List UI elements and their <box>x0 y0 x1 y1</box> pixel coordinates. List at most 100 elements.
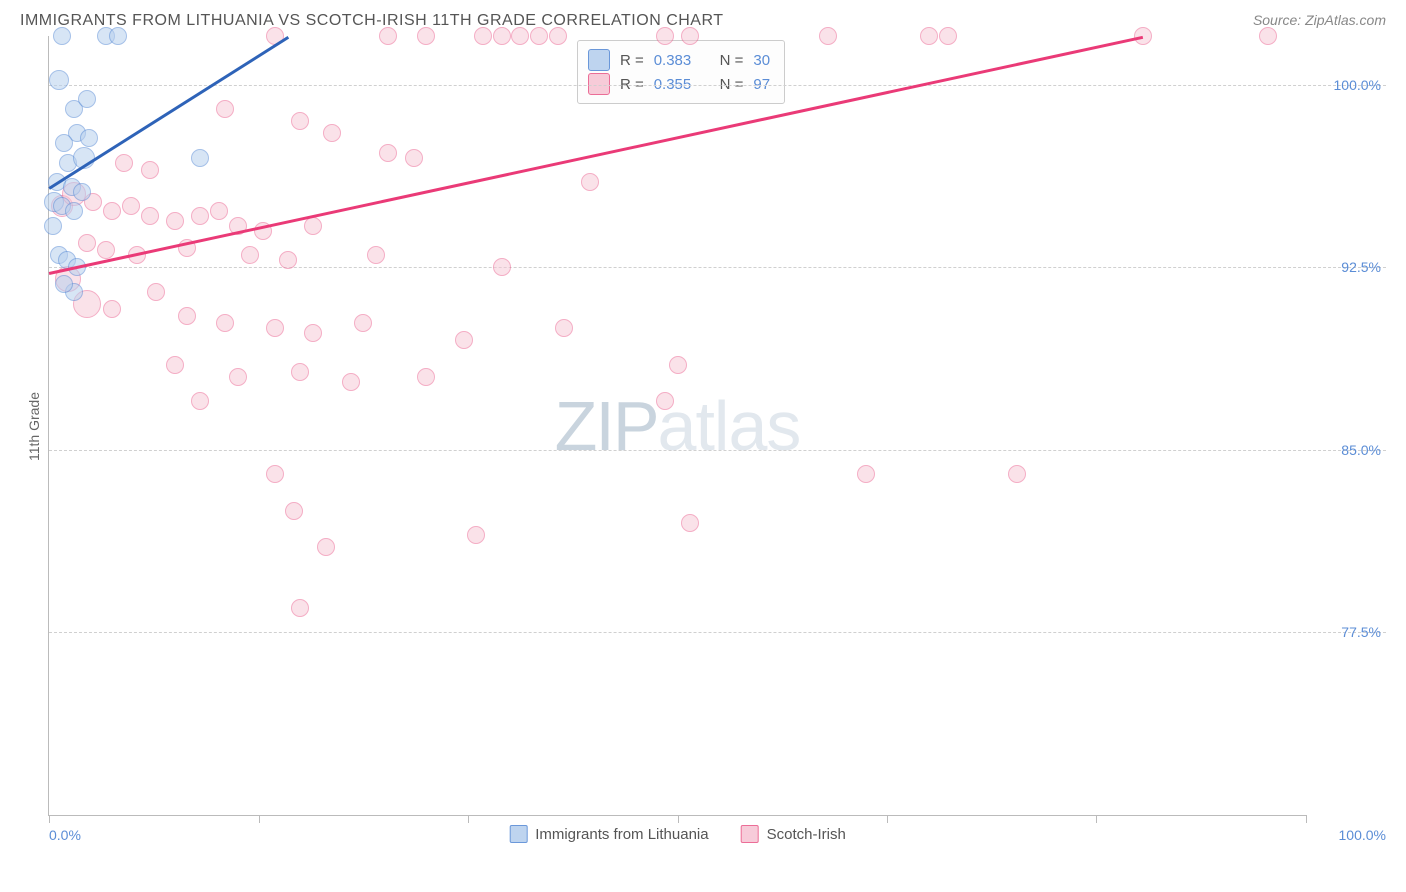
data-point-b <box>493 258 511 276</box>
data-point-b <box>291 363 309 381</box>
data-point-b <box>379 144 397 162</box>
data-point-a <box>191 149 209 167</box>
data-point-b <box>97 241 115 259</box>
data-point-b <box>191 392 209 410</box>
gridline <box>49 85 1386 86</box>
data-point-b <box>317 538 335 556</box>
gridline <box>49 632 1386 633</box>
data-point-a <box>49 70 69 90</box>
data-point-b <box>166 356 184 374</box>
y-axis-label: 11th Grade <box>20 56 48 796</box>
data-point-b <box>191 207 209 225</box>
data-point-b <box>141 161 159 179</box>
data-point-b <box>530 27 548 45</box>
data-point-b <box>122 197 140 215</box>
data-point-b <box>216 314 234 332</box>
data-point-b <box>474 27 492 45</box>
legend-item-b: Scotch-Irish <box>741 825 846 843</box>
x-tick <box>1306 815 1307 823</box>
data-point-b <box>417 27 435 45</box>
data-point-b <box>323 124 341 142</box>
data-point-b <box>417 368 435 386</box>
chart-title: IMMIGRANTS FROM LITHUANIA VS SCOTCH-IRIS… <box>20 12 724 30</box>
data-point-b <box>405 149 423 167</box>
data-point-b <box>266 465 284 483</box>
legend-swatch-a <box>588 49 610 71</box>
data-point-b <box>455 331 473 349</box>
data-point-b <box>681 514 699 532</box>
data-point-b <box>493 27 511 45</box>
legend-label-a: Immigrants from Lithuania <box>535 826 708 843</box>
data-point-b <box>304 324 322 342</box>
gridline <box>49 267 1386 268</box>
x-min-label: 0.0% <box>49 827 81 843</box>
data-point-b <box>857 465 875 483</box>
r-label: R = <box>620 52 644 69</box>
data-point-b <box>555 319 573 337</box>
data-point-b <box>920 27 938 45</box>
data-point-b <box>681 27 699 45</box>
data-point-b <box>656 27 674 45</box>
data-point-b <box>210 202 228 220</box>
y-tick-label: 100.0% <box>1334 77 1381 93</box>
data-point-b <box>379 27 397 45</box>
data-point-b <box>78 234 96 252</box>
data-point-b <box>266 319 284 337</box>
watermark-part2: atlas <box>658 387 801 465</box>
data-point-b <box>354 314 372 332</box>
data-point-a <box>55 275 73 293</box>
data-point-b <box>279 251 297 269</box>
watermark: ZIPatlas <box>555 386 801 466</box>
data-point-b <box>511 27 529 45</box>
source-label: Source: ZipAtlas.com <box>1253 12 1386 28</box>
data-point-a <box>65 202 83 220</box>
data-point-a <box>109 27 127 45</box>
y-tick-label: 92.5% <box>1341 259 1381 275</box>
plot-area: ZIPatlas R = 0.383 N = 30 R = 0.355 N = … <box>48 36 1306 816</box>
legend-swatch-icon <box>741 825 759 843</box>
data-point-b <box>216 100 234 118</box>
data-point-b <box>367 246 385 264</box>
data-point-b <box>939 27 957 45</box>
data-point-b <box>285 502 303 520</box>
r-value-a: 0.383 <box>654 52 692 69</box>
data-point-b <box>291 112 309 130</box>
data-point-a <box>53 27 71 45</box>
gridline <box>49 450 1386 451</box>
legend-swatch-icon <box>509 825 527 843</box>
data-point-b <box>819 27 837 45</box>
data-point-b <box>229 368 247 386</box>
y-tick-label: 77.5% <box>1341 624 1381 640</box>
n-value-a: 30 <box>753 52 770 69</box>
x-tick <box>259 815 260 823</box>
legend-item-a: Immigrants from Lithuania <box>509 825 708 843</box>
data-point-b <box>1259 27 1277 45</box>
x-tick <box>49 815 50 823</box>
data-point-b <box>103 202 121 220</box>
data-point-b <box>141 207 159 225</box>
correlation-legend: R = 0.383 N = 30 R = 0.355 N = 97 <box>577 40 785 104</box>
data-point-b <box>178 307 196 325</box>
data-point-a <box>78 90 96 108</box>
x-tick <box>1096 815 1097 823</box>
data-point-a <box>80 129 98 147</box>
data-point-b <box>241 246 259 264</box>
data-point-b <box>549 27 567 45</box>
data-point-b <box>147 283 165 301</box>
data-point-b <box>467 526 485 544</box>
x-max-label: 100.0% <box>1339 827 1386 843</box>
n-label: N = <box>720 52 744 69</box>
data-point-a <box>55 134 73 152</box>
x-tick <box>887 815 888 823</box>
data-point-a <box>73 183 91 201</box>
series-legend: Immigrants from Lithuania Scotch-Irish <box>509 825 846 843</box>
x-tick <box>678 815 679 823</box>
data-point-b <box>115 154 133 172</box>
data-point-b <box>581 173 599 191</box>
data-point-b <box>304 217 322 235</box>
y-tick-label: 85.0% <box>1341 442 1381 458</box>
data-point-b <box>1008 465 1026 483</box>
watermark-part1: ZIP <box>555 387 658 465</box>
data-point-b <box>166 212 184 230</box>
data-point-a <box>44 217 62 235</box>
